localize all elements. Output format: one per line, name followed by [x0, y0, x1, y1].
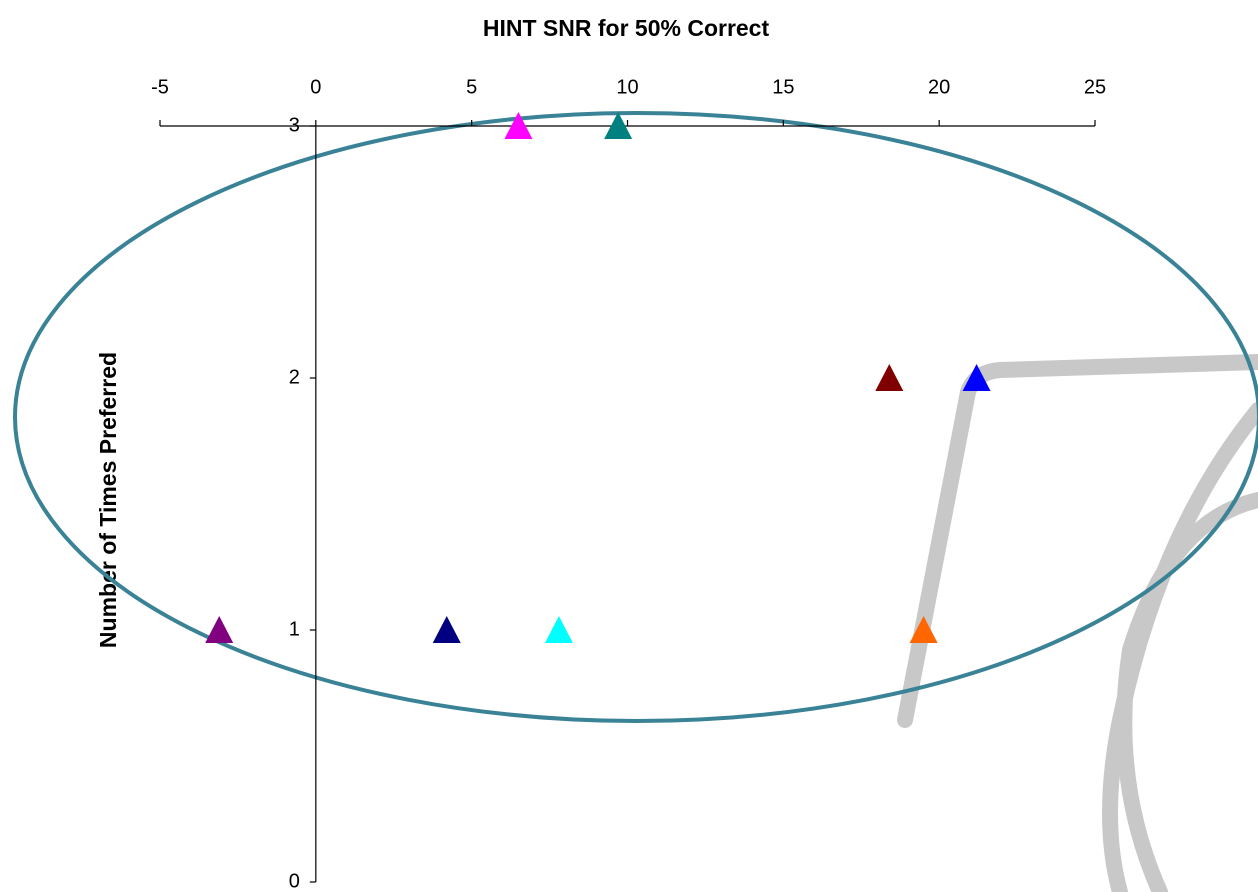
y-tick-label: 0: [289, 870, 300, 892]
point: [544, 616, 573, 643]
x-tick-label: 10: [616, 76, 638, 98]
x-tick-label: 25: [1084, 76, 1106, 98]
point: [875, 364, 904, 391]
y-tick-label: 1: [289, 618, 300, 640]
chart-title: HINT SNR for 50% Correct: [483, 15, 770, 41]
point: [604, 112, 633, 139]
x-tick-label: 15: [772, 76, 794, 98]
highlight-ellipse: [13, 111, 1258, 723]
point: [909, 616, 938, 643]
point: [205, 616, 234, 643]
y-axis-label: Number of Times Preferred: [95, 352, 121, 648]
point: [504, 112, 533, 139]
decoration: [897, 354, 1258, 892]
x-tick-label: 5: [466, 76, 477, 98]
y-tick-label: 2: [289, 366, 300, 388]
x-tick-label: 0: [310, 76, 321, 98]
y-tick-label: 3: [289, 114, 300, 136]
x-tick-label: -5: [151, 76, 169, 98]
point: [962, 364, 991, 391]
point: [432, 616, 461, 643]
x-tick-label: 20: [928, 76, 950, 98]
